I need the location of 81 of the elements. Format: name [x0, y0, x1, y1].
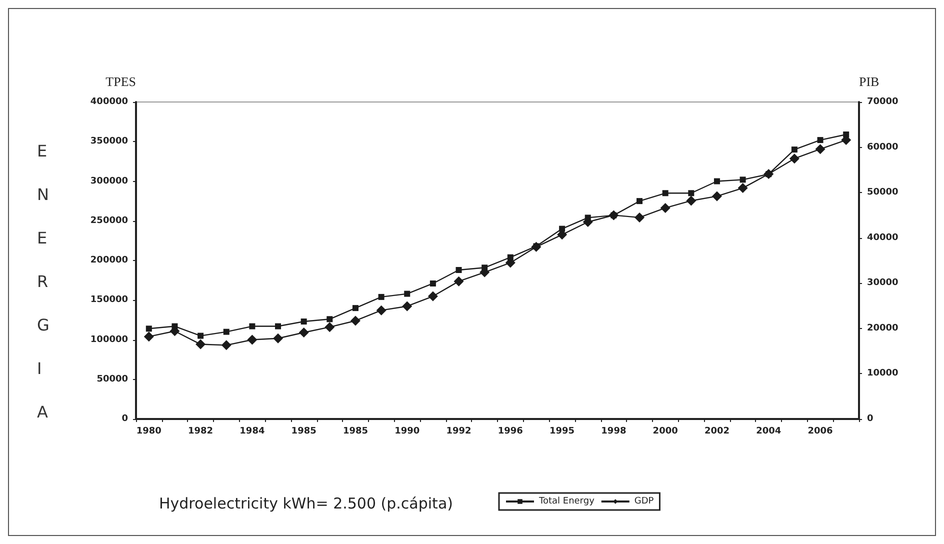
y-tick-label: 200000	[90, 256, 128, 266]
point	[404, 290, 410, 297]
point	[686, 196, 696, 206]
point	[172, 323, 178, 330]
point	[584, 214, 591, 221]
y2-tick-label: 50000	[867, 188, 898, 198]
y-tick-label: 150000	[90, 295, 128, 306]
point	[843, 131, 850, 138]
point	[660, 202, 670, 213]
point	[714, 178, 720, 184]
y-tick-label: 350000	[90, 136, 128, 147]
point	[815, 144, 826, 154]
point	[789, 154, 800, 164]
point	[223, 328, 230, 335]
point	[428, 291, 438, 302]
x-tick-label: 1998	[601, 426, 626, 436]
legend-label: GDP	[634, 496, 654, 506]
x-tick-label: 2006	[808, 426, 833, 436]
y2-tick-label: 30000	[867, 278, 898, 288]
x-tick-label: 2002	[704, 426, 730, 436]
point	[636, 198, 643, 204]
point	[249, 323, 256, 330]
point	[146, 326, 152, 332]
point	[456, 267, 462, 274]
x-tick-label: 1995	[550, 426, 575, 436]
y2-tick-label: 0	[867, 414, 874, 424]
y2-tick-label: 20000	[867, 323, 898, 334]
point	[376, 305, 386, 316]
point	[275, 323, 282, 330]
x-tick-label: 1992	[446, 426, 472, 436]
point	[300, 318, 307, 325]
y-tick-label: 0	[122, 414, 128, 424]
x-tick-label: 2000	[652, 426, 678, 436]
x-tick-label: 1985	[291, 426, 316, 436]
point	[634, 212, 645, 222]
point	[247, 334, 258, 345]
y-tick-label: 50000	[96, 374, 128, 384]
y2-tick-label: 60000	[867, 142, 898, 152]
y-axis-title: TPES	[106, 74, 136, 89]
point	[144, 332, 154, 342]
point	[712, 191, 722, 202]
y2-tick-label: 70000	[867, 97, 898, 107]
point	[350, 316, 360, 326]
point	[688, 190, 694, 196]
y-tick-label: 300000	[90, 176, 128, 186]
point	[482, 264, 488, 271]
point	[507, 254, 514, 260]
point	[662, 190, 668, 196]
point	[298, 328, 309, 338]
point	[454, 276, 464, 286]
y2-axis-title: PIB	[859, 74, 880, 89]
text: ENERGIA	[37, 141, 50, 422]
point	[378, 294, 384, 300]
point	[817, 137, 824, 144]
x-tick-label: 1996	[498, 426, 523, 436]
point	[791, 146, 798, 153]
x-tick-label: 1985	[342, 426, 368, 436]
x-tick-label: 1984	[240, 426, 265, 436]
point	[273, 333, 284, 344]
x-tick-label: 1980	[136, 426, 162, 436]
point	[402, 301, 412, 312]
y2-tick-label: 40000	[867, 232, 898, 243]
point	[738, 183, 748, 194]
x-tick-label: 1982	[188, 426, 214, 436]
y2-tick-label: 10000	[867, 368, 898, 379]
legend-label: Total Energy	[538, 496, 596, 506]
point	[324, 322, 335, 332]
point	[559, 226, 566, 232]
text: Hydroelectricity kWh= 2.500 (p.cápita)	[159, 494, 453, 512]
point	[221, 340, 232, 350]
y-tick-label: 400000	[90, 97, 128, 107]
point	[326, 316, 333, 322]
x-tick-label: 1990	[394, 426, 420, 436]
y-tick-label: 100000	[90, 334, 128, 345]
point	[198, 332, 204, 339]
y-tick-label: 250000	[90, 216, 128, 226]
point	[430, 280, 436, 286]
x-tick-label: 2004	[756, 426, 782, 436]
point	[352, 305, 358, 312]
point	[196, 339, 206, 350]
point	[740, 176, 746, 183]
